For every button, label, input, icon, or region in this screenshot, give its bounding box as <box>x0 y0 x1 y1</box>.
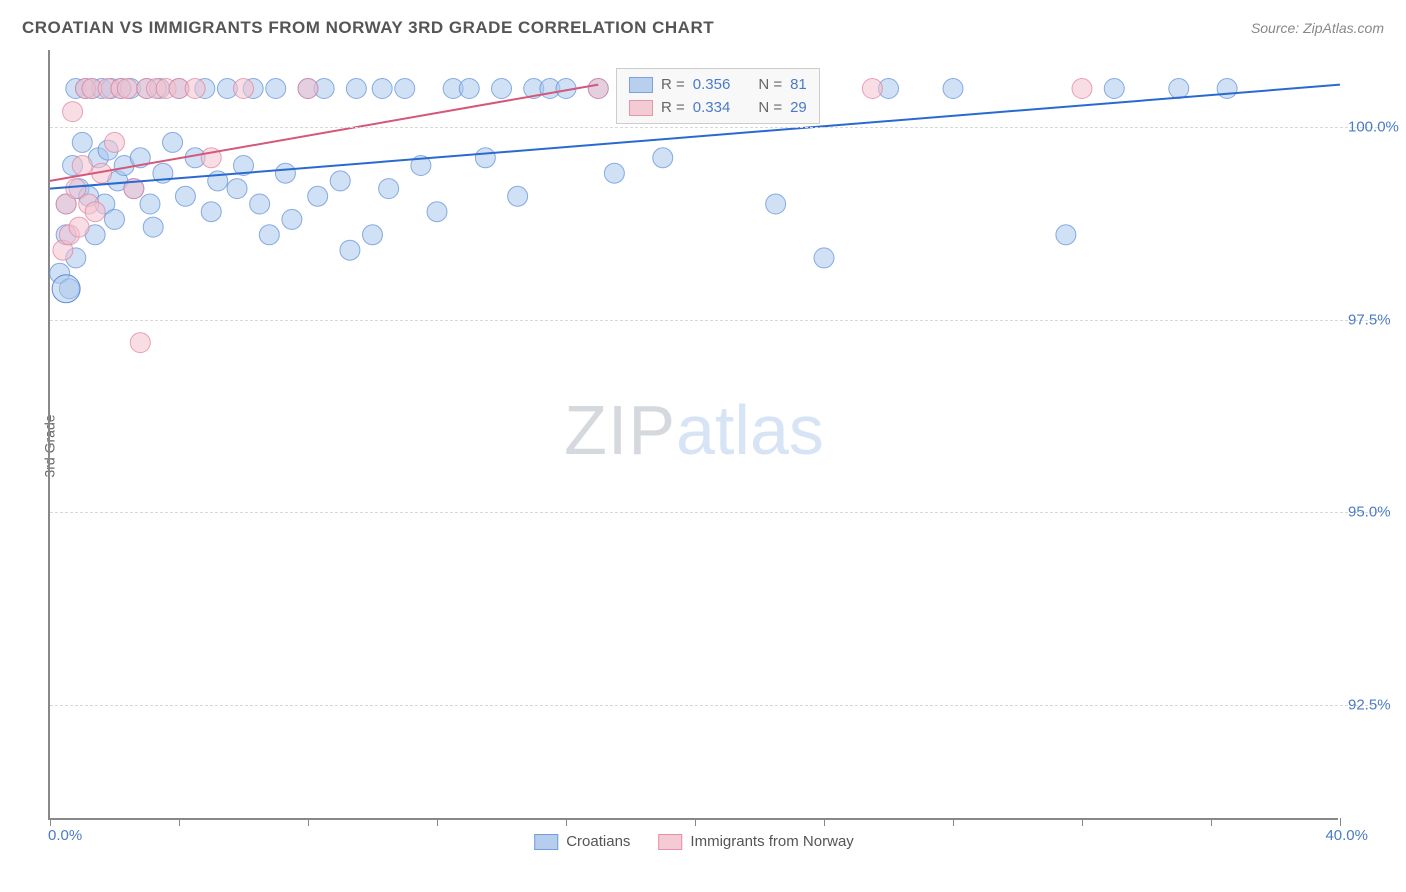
y-tick-label: 97.5% <box>1348 311 1406 328</box>
scatter-point <box>72 132 92 152</box>
legend-swatch <box>629 100 653 116</box>
x-axis-max-label: 40.0% <box>1325 827 1368 844</box>
scatter-point <box>105 209 125 229</box>
header: CROATIAN VS IMMIGRANTS FROM NORWAY 3RD G… <box>22 18 1384 38</box>
scatter-point <box>130 333 150 353</box>
x-tick <box>1340 818 1341 826</box>
scatter-point <box>175 186 195 206</box>
legend-stats-row: R = 0.334 N = 29 <box>617 96 819 119</box>
scatter-point <box>308 186 328 206</box>
scatter-point <box>862 79 882 99</box>
scatter-point <box>250 194 270 214</box>
scatter-point <box>653 148 673 168</box>
scatter-point <box>201 202 221 222</box>
scatter-point <box>117 79 137 99</box>
scatter-point <box>943 79 963 99</box>
scatter-point <box>508 186 528 206</box>
scatter-point <box>1169 79 1189 99</box>
y-tick-label: 92.5% <box>1348 696 1406 713</box>
scatter-point <box>266 79 286 99</box>
x-tick <box>179 818 180 826</box>
n-value: 81 <box>790 76 807 93</box>
x-tick <box>1211 818 1212 826</box>
n-label: N = <box>758 76 782 93</box>
x-tick <box>695 818 696 826</box>
y-tick-label: 95.0% <box>1348 504 1406 521</box>
scatter-point <box>330 171 350 191</box>
scatter-point <box>372 79 392 99</box>
x-tick <box>1082 818 1083 826</box>
scatter-point <box>143 217 163 237</box>
n-value: 29 <box>790 99 807 116</box>
source-label: Source: ZipAtlas.com <box>1251 20 1384 36</box>
plot-area: ZIPatlas 92.5%95.0%97.5%100.0% 0.0% 40.0… <box>48 50 1338 820</box>
x-tick <box>437 818 438 826</box>
r-value: 0.356 <box>693 76 731 93</box>
scatter-point <box>395 79 415 99</box>
scatter-point <box>72 156 92 176</box>
legend-label: Croatians <box>566 833 630 850</box>
scatter-point <box>1056 225 1076 245</box>
scatter-point <box>298 79 318 99</box>
scatter-point <box>85 202 105 222</box>
scatter-point <box>1104 79 1124 99</box>
scatter-point <box>814 248 834 268</box>
r-value: 0.334 <box>693 99 731 116</box>
legend-swatch <box>658 834 682 850</box>
scatter-point <box>140 194 160 214</box>
y-tick-label: 100.0% <box>1348 119 1406 136</box>
n-label: N = <box>758 99 782 116</box>
chart-svg <box>50 50 1338 818</box>
scatter-point <box>363 225 383 245</box>
legend-swatch <box>534 834 558 850</box>
chart-title: CROATIAN VS IMMIGRANTS FROM NORWAY 3RD G… <box>22 18 714 38</box>
scatter-point <box>475 148 495 168</box>
scatter-point <box>275 163 295 183</box>
scatter-point <box>227 179 247 199</box>
r-label: R = <box>661 99 685 116</box>
legend-item: Croatians <box>534 833 630 850</box>
scatter-point <box>282 209 302 229</box>
scatter-point <box>459 79 479 99</box>
x-tick <box>824 818 825 826</box>
scatter-point <box>766 194 786 214</box>
legend-item: Immigrants from Norway <box>658 833 853 850</box>
legend-swatch <box>629 77 653 93</box>
scatter-point <box>340 240 360 260</box>
x-tick <box>953 818 954 826</box>
gridline <box>50 127 1378 128</box>
scatter-point <box>588 79 608 99</box>
scatter-point <box>185 79 205 99</box>
scatter-point <box>63 102 83 122</box>
scatter-point <box>1217 79 1237 99</box>
scatter-point <box>259 225 279 245</box>
legend-label: Immigrants from Norway <box>690 833 853 850</box>
scatter-point <box>163 132 183 152</box>
gridline <box>50 512 1378 513</box>
legend-bottom: Croatians Immigrants from Norway <box>534 833 854 850</box>
legend-stats-row: R = 0.356 N = 81 <box>617 73 819 96</box>
r-label: R = <box>661 76 685 93</box>
gridline <box>50 705 1378 706</box>
scatter-point <box>604 163 624 183</box>
scatter-point <box>105 132 125 152</box>
scatter-point <box>234 79 254 99</box>
gridline <box>50 320 1378 321</box>
scatter-point <box>69 217 89 237</box>
scatter-point <box>379 179 399 199</box>
scatter-point <box>427 202 447 222</box>
scatter-point <box>346 79 366 99</box>
scatter-point-large <box>52 275 80 303</box>
x-tick <box>50 818 51 826</box>
legend-stats-box: R = 0.356 N = 81 R = 0.334 N = 29 <box>616 68 820 124</box>
scatter-point <box>1072 79 1092 99</box>
x-tick <box>308 818 309 826</box>
x-axis-min-label: 0.0% <box>48 827 82 844</box>
scatter-point <box>492 79 512 99</box>
x-tick <box>566 818 567 826</box>
